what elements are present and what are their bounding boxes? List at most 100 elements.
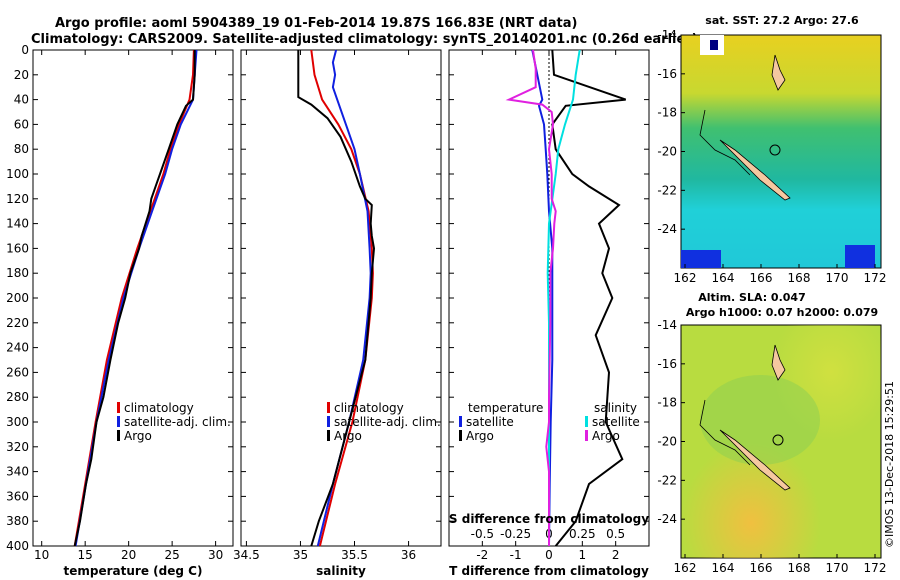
map-y-tick-label: -24: [657, 512, 677, 526]
temperature-panel: 0 20 40 60 80 100 120 140 160 180 200 220 240 260 280 3…: [6, 43, 234, 578]
x-tick-label: -2: [476, 548, 488, 562]
sst-map-frame: [680, 34, 882, 269]
difference-legend: temperature satellite Argo salinity sate…: [459, 401, 640, 443]
map-x-tick-label: 162: [674, 271, 697, 285]
map-x-tick-label: 168: [788, 561, 811, 575]
map-x-tick-label: 170: [826, 561, 849, 575]
temperature-axis: 10 15 20 25 30: [34, 50, 223, 562]
argo-position-marker: [772, 434, 784, 446]
map-y-tick-label: -20: [657, 145, 677, 159]
legend-label-argo: Argo: [334, 429, 362, 443]
y-tick-label: 280: [6, 390, 29, 404]
difference-series: [505, 49, 627, 547]
figure-title-line2: Climatology: CARS2009. Satellite-adjuste…: [31, 32, 698, 47]
sst-map-title: sat. SST: 27.2 Argo: 27.6: [705, 14, 859, 27]
sst-map-axes: -14 -16 -18 -20 -22 -24 162 164 166 168 170 172: [657, 28, 886, 285]
map-x-tick-label: 168: [788, 271, 811, 285]
map-x-tick-label: 170: [826, 271, 849, 285]
sst-blue-patch-left: [681, 250, 721, 268]
temperature-frame: [32, 49, 234, 547]
salinity-series: [297, 49, 376, 547]
legend-label-argo: Argo: [124, 429, 152, 443]
y-tick-label: 0: [21, 43, 29, 57]
map-x-tick-label: 172: [864, 561, 887, 575]
y-tick-label: 40: [14, 93, 29, 107]
legend-title-salinity: salinity: [594, 401, 637, 415]
map-y-tick-label: -16: [657, 67, 677, 81]
legend-swatch-argo: [327, 430, 330, 441]
x-tick-label: 34.5: [233, 548, 260, 562]
legend-swatch-s-satellite: [585, 416, 588, 427]
map-y-tick-label: -24: [657, 222, 677, 236]
x2-tick-label: 0.5: [606, 527, 625, 541]
series-line-temperature-argo: [551, 49, 627, 547]
map-y-tick-label: -14: [657, 318, 677, 332]
y-tick-label: 400: [6, 539, 29, 553]
map-x-tick-label: 164: [712, 271, 735, 285]
legend-swatch-t-satellite: [459, 416, 462, 427]
x-tick-label: 10: [34, 548, 49, 562]
s-difference-xlabel: S difference from climatology: [449, 512, 649, 526]
salinity-depth-ticks: [241, 49, 441, 547]
y-tick-label: 100: [6, 167, 29, 181]
legend-label-t-satellite: satellite: [466, 415, 514, 429]
x-tick-label: 35: [293, 548, 308, 562]
x-tick-label: 20: [121, 548, 136, 562]
y-tick-label: 340: [6, 465, 29, 479]
map-y-tick-label: -22: [657, 183, 677, 197]
sla-map-title-line2: Argo h1000: 0.07 h2000: 0.079: [686, 306, 878, 319]
sla-mid-field: [700, 375, 820, 465]
x-tick-label: 35.5: [341, 548, 368, 562]
legend-swatch-argo: [117, 430, 120, 441]
y-tick-label: 300: [6, 415, 29, 429]
x-tick-label: 2: [612, 548, 620, 562]
vanuatu-islands: [771, 54, 786, 91]
series-line-argo: [297, 50, 376, 547]
y-tick-label: 240: [6, 341, 29, 355]
map-y-tick-label: -16: [657, 357, 677, 371]
sla-map-title-line1: Altim. SLA: 0.047: [698, 291, 805, 304]
legend-swatch-s-argo: [585, 430, 588, 441]
legend-title-temperature: temperature: [468, 401, 543, 415]
map-y-tick-label: -18: [657, 106, 677, 120]
sst-map: sat. SST: 27.2 Argo: 27.6 -14 -16 -18 -20 -2…: [657, 14, 886, 285]
salinity-panel: 34.5 35 35.5 36 climatology satellite-adj. …: [233, 49, 442, 578]
y-tick-label: 20: [14, 68, 29, 82]
legend-swatch-climatology: [327, 402, 330, 413]
new-caledonia-island: [719, 429, 791, 491]
salinity-xlabel: salinity: [316, 564, 366, 578]
x2-tick-label: -0.25: [500, 527, 531, 541]
map-x-tick-label: 164: [712, 561, 735, 575]
x2-tick-label: 0.25: [569, 527, 596, 541]
difference-depth-ticks: [449, 49, 649, 547]
legend-label-s-satellite: satellite: [592, 415, 640, 429]
map-x-tick-label: 166: [750, 561, 773, 575]
temperature-xlabel: temperature (deg C): [64, 564, 203, 578]
y-tick-label: 60: [14, 117, 29, 131]
legend-label-climatology: climatology: [124, 401, 194, 415]
sst-cold-pixel: [710, 40, 718, 50]
y-tick-label: 220: [6, 316, 29, 330]
legend-label-s-argo: Argo: [592, 429, 620, 443]
salinity-frame: [240, 49, 442, 547]
y-tick-label: 160: [6, 241, 29, 255]
legend-label-climatology: climatology: [334, 401, 404, 415]
x-tick-label: 15: [78, 548, 93, 562]
salinity-axis: 34.5 35 35.5 36: [233, 50, 416, 562]
map-x-tick-label: 162: [674, 561, 697, 575]
sst-blue-patch-right: [845, 245, 875, 268]
new-caledonia-island: [719, 139, 791, 201]
reef-outline: [699, 399, 751, 466]
map-x-tick-label: 166: [750, 271, 773, 285]
series-line-satellite-adj-clim-: [316, 49, 372, 547]
legend-swatch-satellite-adj: [117, 416, 120, 427]
sla-map: Altim. SLA: 0.047 Argo h1000: 0.07 h2000…: [657, 291, 886, 575]
series-line-climatology: [310, 49, 374, 547]
imos-credit: ©IMOS 13-Dec-2018 15:29:51: [883, 381, 896, 548]
series-line-temperature-satellite: [531, 49, 554, 547]
x-tick-label: 1: [579, 548, 587, 562]
x-tick-label: 25: [164, 548, 179, 562]
vanuatu-islands: [771, 344, 786, 381]
y-tick-label: 320: [6, 440, 29, 454]
s-difference-axis: -0.5-0.2500.250.5: [471, 527, 626, 541]
